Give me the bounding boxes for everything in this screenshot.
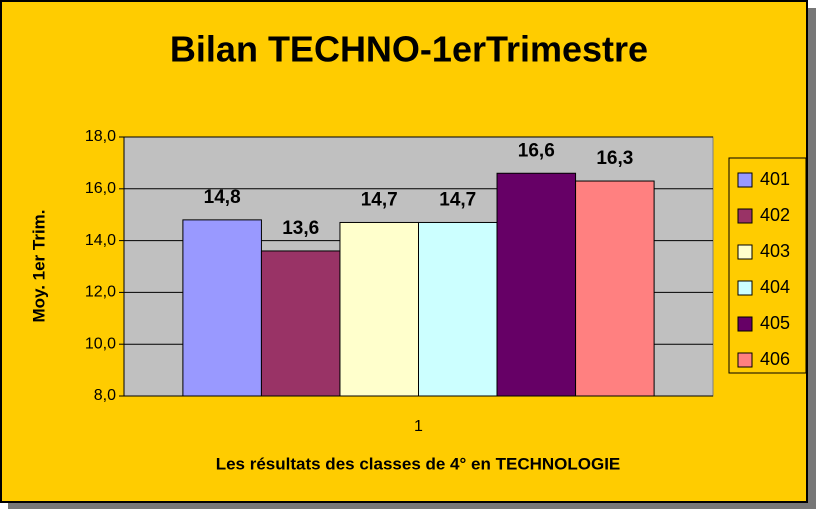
bar — [575, 180, 655, 397]
legend-swatch — [737, 244, 753, 260]
y-tick-label: 8,0 — [94, 387, 116, 404]
bar — [496, 172, 577, 397]
legend-label: 402 — [760, 205, 790, 225]
y-tick-label: 16,0 — [85, 180, 116, 197]
legend-swatch — [737, 280, 753, 296]
y-tick-label: 12,0 — [85, 284, 116, 301]
legend — [728, 157, 807, 374]
value-label: 14,7 — [361, 189, 398, 210]
x-axis-label: Les résultats des classes de 4° en TECHN… — [216, 454, 621, 473]
legend-swatch — [737, 352, 753, 368]
legend-label: 405 — [760, 313, 790, 333]
legend-swatch — [737, 208, 753, 224]
x-tick-label: 1 — [414, 418, 423, 435]
legend-swatch — [737, 172, 753, 188]
legend-label: 406 — [760, 349, 790, 369]
y-tick-label: 14,0 — [85, 232, 116, 249]
value-label: 14,8 — [204, 187, 241, 208]
chart-title: Bilan TECHNO-1erTrimestre — [170, 29, 648, 70]
value-label: 13,6 — [282, 218, 319, 239]
legend-label: 403 — [760, 241, 790, 261]
value-label: 16,3 — [596, 148, 633, 169]
y-tick-label: 18,0 — [85, 128, 116, 145]
bar — [260, 250, 341, 397]
y-axis-label: Moy. 1er Trim. — [29, 209, 48, 322]
legend-swatch — [737, 316, 753, 332]
value-label: 14,7 — [439, 189, 476, 210]
bar — [339, 221, 420, 397]
y-tick-label: 10,0 — [85, 335, 116, 352]
bar — [182, 219, 262, 397]
legend-label: 401 — [760, 169, 790, 189]
value-label: 16,6 — [518, 140, 555, 161]
bar — [418, 221, 498, 397]
legend-label: 404 — [760, 277, 790, 297]
